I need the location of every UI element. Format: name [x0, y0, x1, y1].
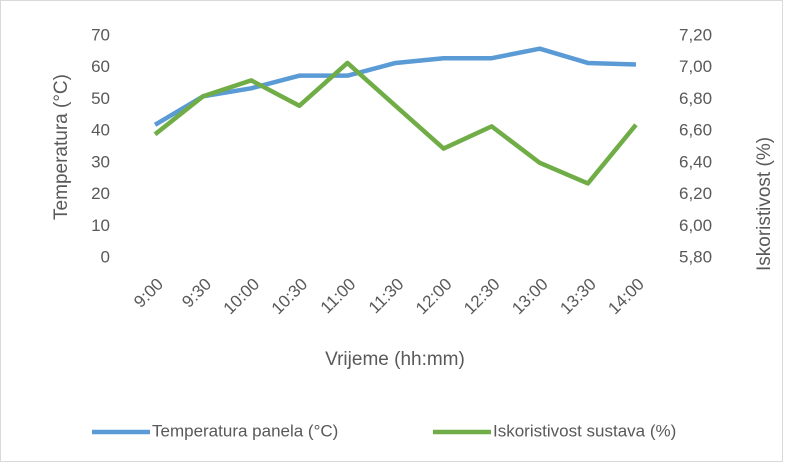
- y2-tick-label: 7,00: [679, 57, 712, 76]
- legend-label: Iskoristivost sustava (%): [493, 421, 676, 440]
- y2-tick-label: 6,80: [679, 89, 712, 108]
- y-tick-label: 20: [91, 184, 110, 203]
- y2-tick-label: 6,00: [679, 216, 712, 235]
- y2-tick-label: 6,20: [679, 184, 712, 203]
- series-line: [153, 46, 637, 127]
- y-tick-label: 60: [91, 57, 110, 76]
- y2-tick-label: 6,40: [679, 152, 712, 171]
- y2-tick-label: 5,80: [679, 247, 712, 266]
- y-tick-label: 70: [91, 25, 110, 44]
- y-tick-label: 10: [91, 216, 110, 235]
- x-axis-title: Vrijeme (hh:mm): [325, 349, 465, 370]
- y2-tick-label: 7,20: [679, 25, 712, 44]
- y-tick-label: 0: [101, 247, 110, 266]
- y-tick-label: 40: [91, 121, 110, 140]
- y-axis-title: Temperatura (°C): [51, 74, 72, 220]
- y2-axis-title: Iskoristivost (%): [754, 137, 775, 271]
- y-tick-label: 30: [91, 152, 110, 171]
- y-tick-label: 50: [91, 89, 110, 108]
- legend-label: Temperatura panela (°C): [152, 421, 338, 440]
- y2-tick-label: 6,60: [679, 121, 712, 140]
- series-line: [153, 60, 638, 186]
